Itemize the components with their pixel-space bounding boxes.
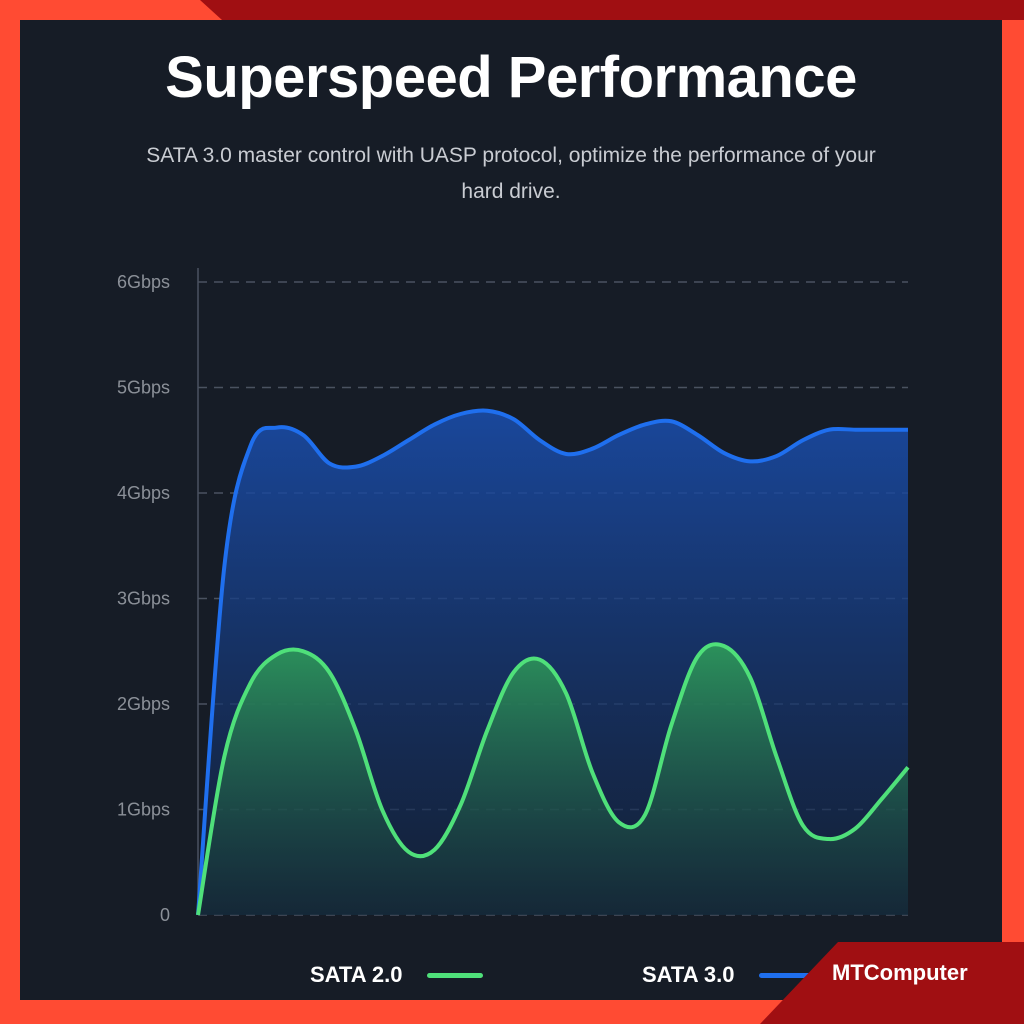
page-title: Superspeed Performance — [165, 45, 857, 110]
brand-logo-text: MTComputer — [832, 960, 968, 985]
y-tick-label: 2Gbps — [117, 694, 170, 714]
performance-chart: 0 1Gbps 2Gbps 3Gbps 4Gbps 5Gbps 6Gbps — [117, 268, 910, 925]
series-sata2-line — [196, 642, 910, 916]
y-tick-label: 0 — [160, 905, 170, 925]
legend-sata3-label: SATA 3.0 — [642, 962, 735, 987]
y-tick-label: 4Gbps — [117, 483, 170, 503]
y-tick-label: 3Gbps — [117, 589, 170, 609]
y-tick-label: 1Gbps — [117, 800, 170, 820]
legend-sata2-swatch — [426, 972, 483, 978]
legend-sata2: SATA 2.0 — [310, 962, 483, 988]
chart-panel: Superspeed Performance SATA 3.0 master c… — [20, 20, 1002, 1000]
legend-sata3: SATA 3.0 — [642, 962, 815, 988]
legend-sata2-label: SATA 2.0 — [310, 962, 403, 987]
y-tick-label: 5Gbps — [117, 378, 170, 398]
legend-sata3-swatch — [758, 972, 815, 978]
y-tick-label: 6Gbps — [117, 272, 170, 292]
series-sata3-line — [196, 408, 908, 916]
series-sata2-area — [198, 644, 908, 915]
page-subtitle: SATA 3.0 master control with UASP protoc… — [146, 144, 876, 203]
